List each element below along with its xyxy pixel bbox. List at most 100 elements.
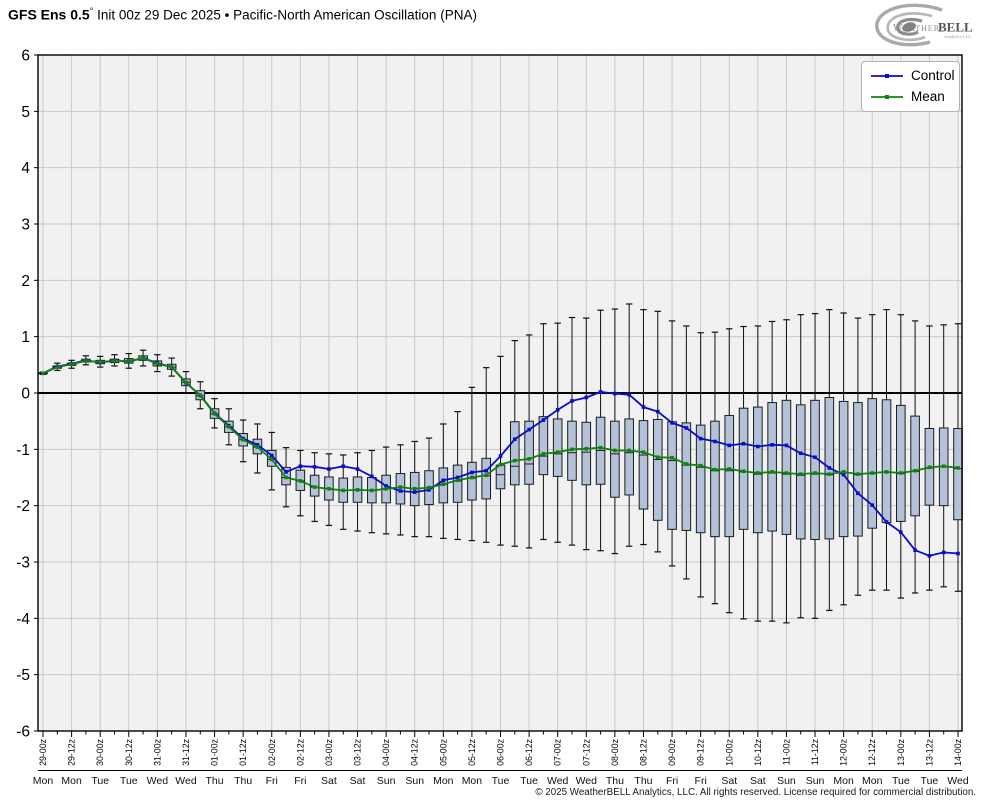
legend: Control Mean [861, 61, 960, 112]
svg-text:Tue: Tue [492, 775, 510, 787]
legend-item-control: Control [862, 69, 959, 83]
svg-text:29-12z: 29-12z [67, 739, 77, 766]
svg-text:-1: -1 [16, 442, 30, 459]
svg-text:Tue: Tue [892, 775, 910, 787]
svg-text:1: 1 [21, 329, 30, 346]
legend-item-mean: Mean [862, 90, 959, 104]
svg-text:04-00z: 04-00z [381, 739, 391, 766]
y-axis-labels: 6 5 4 3 2 1 0 -1 -2 -3 -4 -5 -6 [16, 48, 30, 741]
svg-text:03-12z: 03-12z [353, 739, 363, 766]
hurricane-swirl-icon [875, 3, 943, 47]
box-whisker [652, 418, 663, 521]
box-whisker [738, 407, 749, 530]
legend-label-control: Control [911, 68, 955, 84]
box-whisker [781, 399, 792, 535]
box-whisker [552, 418, 563, 477]
svg-text:06-00z: 06-00z [496, 739, 506, 766]
box-whisker [467, 461, 477, 501]
box-whisker [810, 399, 820, 540]
svg-text:29-00z: 29-00z [38, 739, 48, 766]
svg-text:-4: -4 [16, 611, 30, 628]
box-whisker [509, 421, 520, 486]
svg-text:Wed: Wed [947, 775, 969, 787]
box-whisker [695, 424, 706, 534]
box-whisker [581, 421, 592, 486]
title-detail: Init 00z 29 Dec 2025 • Pacific-North Ame… [93, 7, 477, 23]
weatherbell-logo-graphic: WEATHER BELL Analytics LLC [875, 3, 973, 47]
box-whisker [724, 415, 735, 538]
svg-text:07-12z: 07-12z [581, 739, 591, 766]
svg-text:Fri: Fri [266, 775, 278, 787]
box-whisker [495, 464, 506, 490]
box-whisker [710, 420, 720, 538]
box-whisker [953, 427, 963, 521]
svg-text:02-12z: 02-12z [295, 739, 305, 766]
svg-text:5: 5 [21, 104, 30, 121]
box-whisker [524, 420, 534, 485]
svg-text:-5: -5 [16, 667, 30, 684]
svg-text:Sat: Sat [350, 775, 366, 787]
svg-text:Tue: Tue [520, 775, 538, 787]
svg-text:13-00z: 13-00z [896, 739, 906, 766]
svg-text:Wed: Wed [175, 775, 197, 787]
svg-text:10-12z: 10-12z [753, 739, 763, 766]
svg-text:31-12z: 31-12z [181, 739, 191, 766]
day-axis-labels: Mon Mon Tue Tue Wed Wed Thu Thu Fri Fri Sat Sat Sun S… [33, 775, 969, 787]
page-title: GFS Ens 0.5° Init 00z 29 Dec 2025 • Paci… [8, 6, 477, 23]
box-whisker [910, 415, 920, 517]
svg-text:Tue: Tue [91, 775, 109, 787]
svg-text:-6: -6 [16, 724, 30, 741]
box-whisker [667, 421, 677, 530]
svg-text:Fri: Fri [695, 775, 707, 787]
svg-text:Sun: Sun [777, 775, 796, 787]
logo-bell-text: BELL [938, 20, 973, 35]
svg-text:Sat: Sat [321, 775, 337, 787]
svg-text:Fri: Fri [666, 775, 678, 787]
x-axis-labels: 29-00z 29-12z 30-00z 30-12z 31-00z 31-12z 01-0… [38, 739, 963, 766]
svg-text:Wed: Wed [547, 775, 569, 787]
box-whisker [867, 398, 878, 529]
svg-text:4: 4 [21, 160, 30, 177]
svg-text:Thu: Thu [634, 775, 652, 787]
svg-text:Sat: Sat [721, 775, 737, 787]
box-whisker [481, 457, 492, 500]
svg-text:Sat: Sat [750, 775, 766, 787]
weatherbell-logo: WEATHER BELL Analytics LLC [864, 1, 980, 54]
box-whisker [681, 422, 692, 531]
svg-text:3: 3 [21, 217, 30, 234]
box-whisker [767, 402, 777, 532]
svg-text:Sun: Sun [405, 775, 424, 787]
svg-text:03-00z: 03-00z [324, 739, 334, 766]
box-whisker [624, 418, 634, 496]
svg-text:09-12z: 09-12z [696, 739, 706, 766]
svg-text:-3: -3 [16, 555, 30, 572]
svg-text:Thu: Thu [206, 775, 224, 787]
svg-text:Mon: Mon [833, 775, 854, 787]
svg-text:Thu: Thu [606, 775, 624, 787]
svg-text:Mon: Mon [862, 775, 883, 787]
box-whisker [638, 420, 649, 510]
mean-line-swatch [871, 94, 903, 99]
box-whisker [896, 404, 906, 522]
svg-text:13-12z: 13-12z [924, 739, 934, 766]
svg-text:10-00z: 10-00z [724, 739, 734, 766]
svg-text:06-12z: 06-12z [524, 739, 534, 766]
svg-text:14-00z: 14-00z [953, 739, 963, 766]
svg-text:Tue: Tue [120, 775, 138, 787]
svg-text:08-00z: 08-00z [610, 739, 620, 766]
copyright-text: © 2025 WeatherBELL Analytics, LLC. All r… [535, 787, 976, 798]
svg-text:Mon: Mon [33, 775, 54, 787]
logo-analytics-text: Analytics LLC [944, 34, 971, 39]
svg-text:2: 2 [21, 273, 30, 290]
mean-line [41, 356, 960, 493]
svg-text:12-12z: 12-12z [867, 739, 877, 766]
svg-text:05-00z: 05-00z [438, 739, 448, 766]
control-line-swatch [871, 74, 903, 79]
svg-text:30-00z: 30-00z [95, 739, 105, 766]
svg-text:Thu: Thu [234, 775, 252, 787]
svg-text:Sun: Sun [377, 775, 396, 787]
svg-text:Wed: Wed [147, 775, 169, 787]
svg-text:Wed: Wed [576, 775, 598, 787]
svg-text:05-12z: 05-12z [467, 739, 477, 766]
svg-text:08-12z: 08-12z [638, 739, 648, 766]
